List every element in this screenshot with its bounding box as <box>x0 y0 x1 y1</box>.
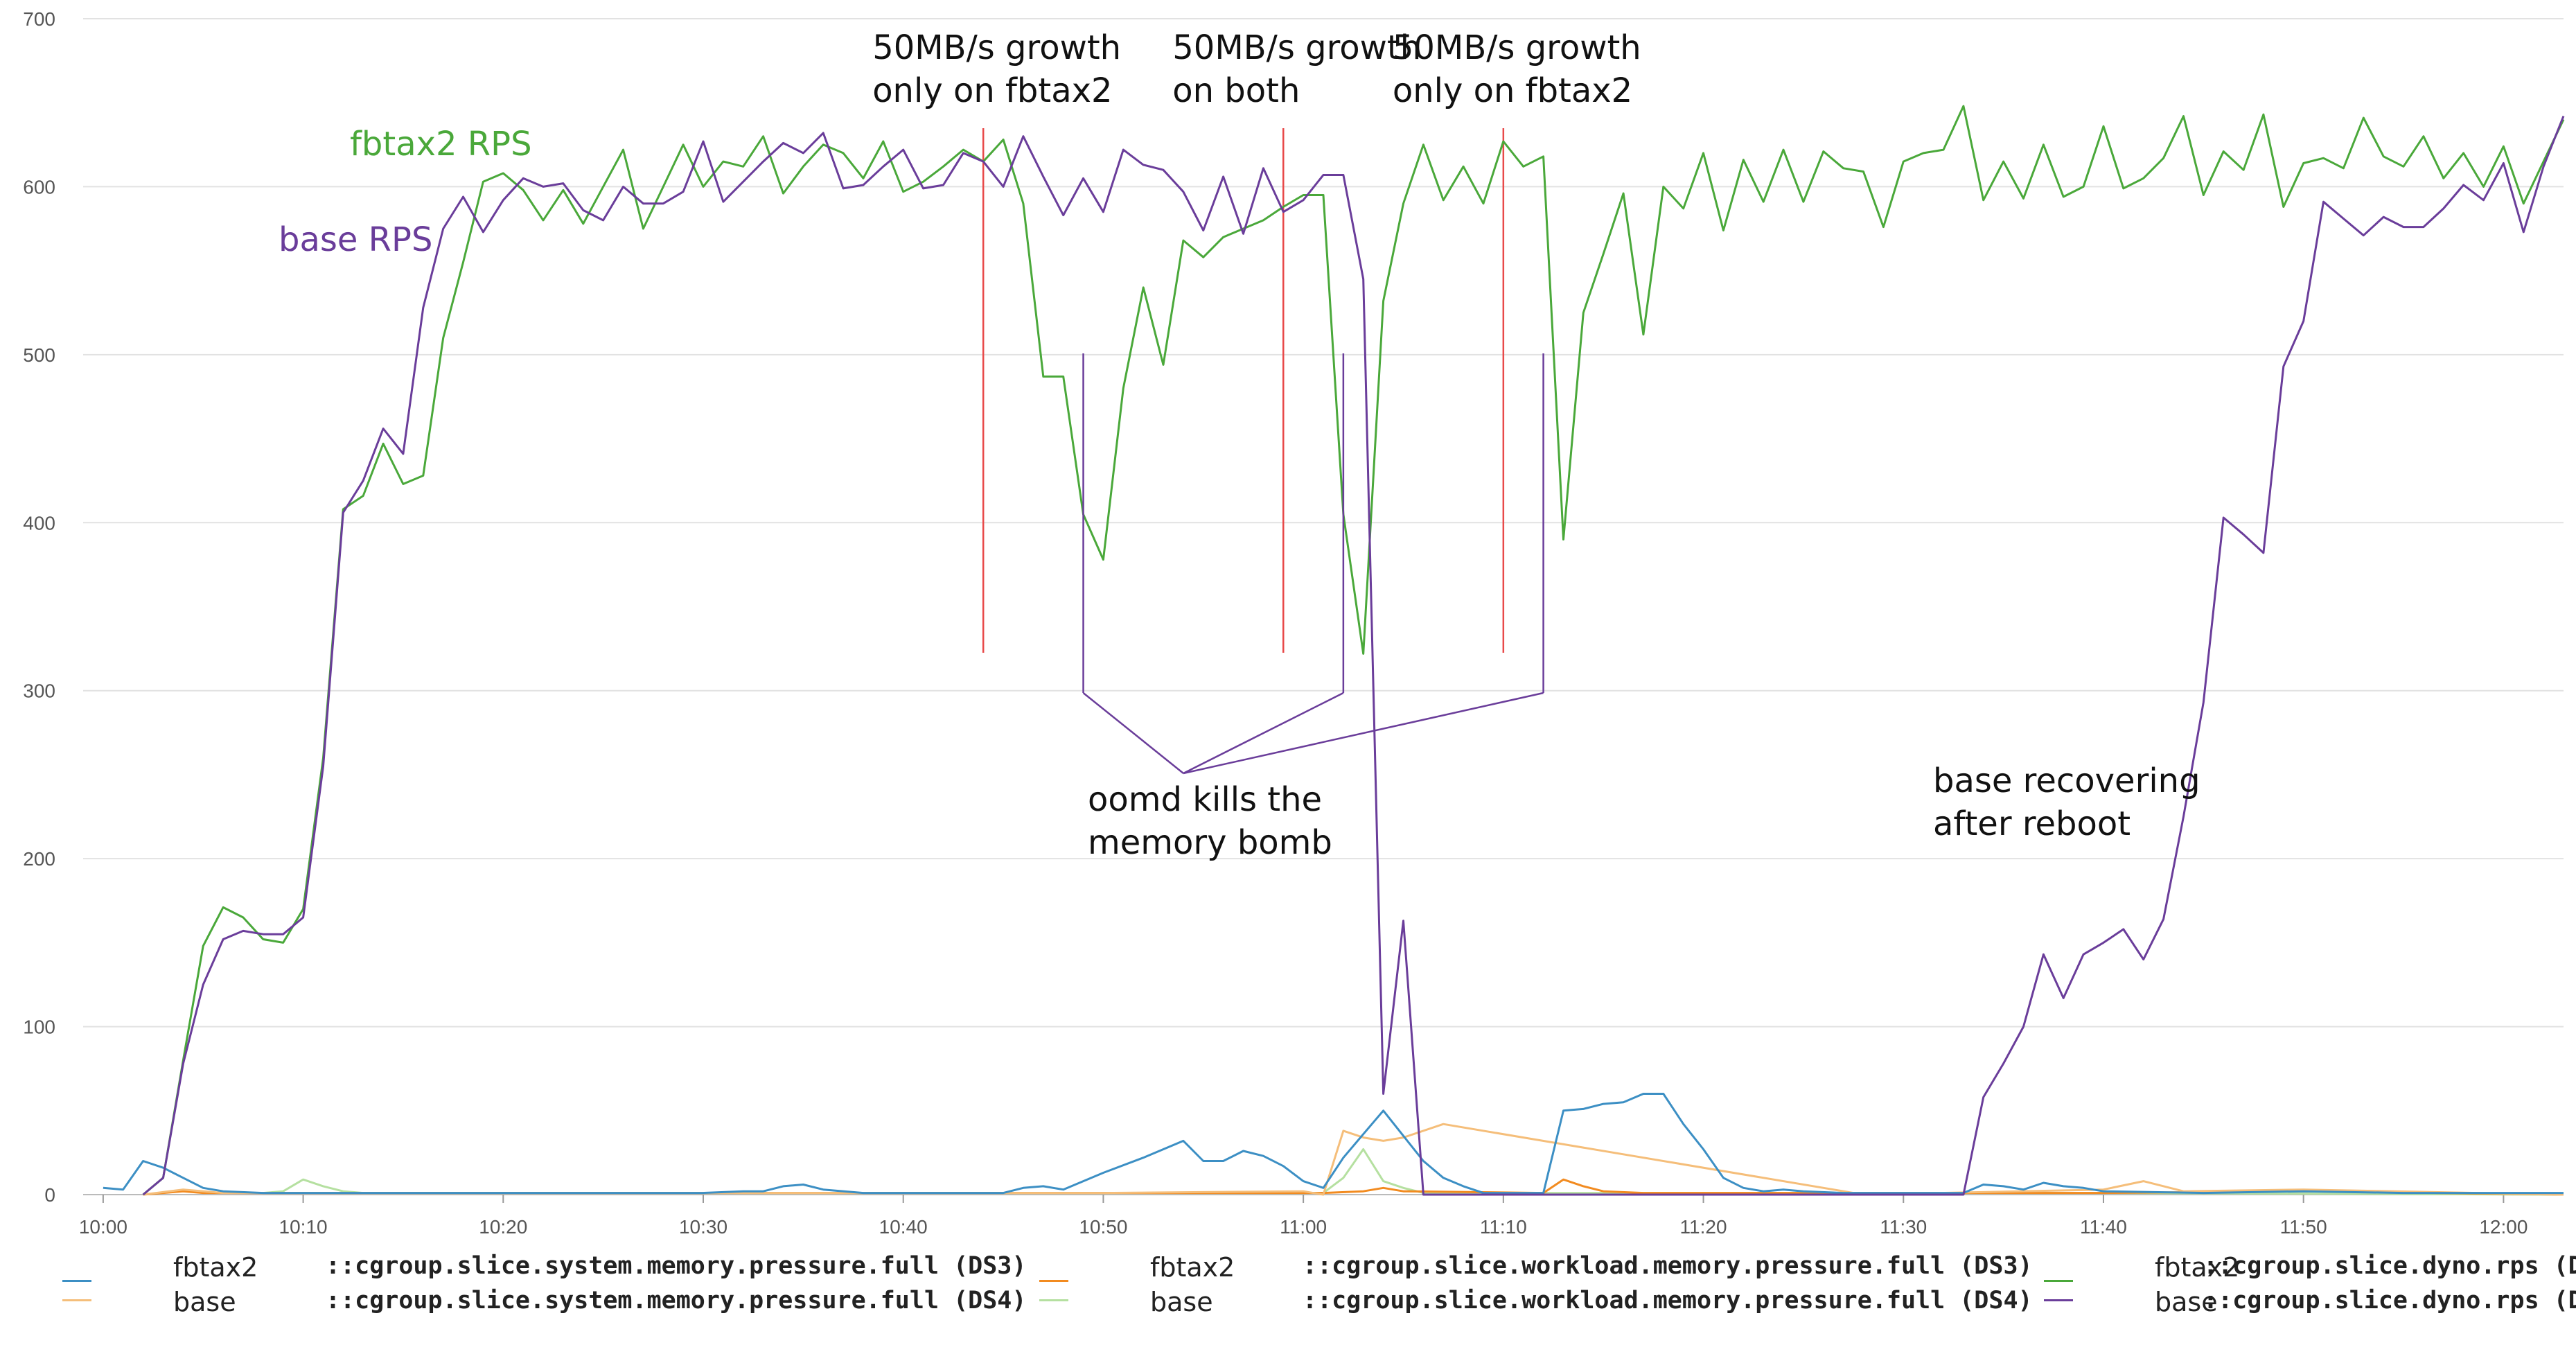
series-line-base-3 <box>143 1123 2564 1196</box>
x-tick-label: 10:40 <box>879 1216 928 1238</box>
recover-note-label: after reboot <box>1933 804 2131 843</box>
kill-bracket-line <box>1183 692 1344 775</box>
event-label: 50MB/s growth <box>1172 28 1421 67</box>
x-tick-label: 11:40 <box>2080 1216 2127 1238</box>
legend-swatch <box>2044 1280 2073 1282</box>
x-tick-label: 11:10 <box>1480 1216 1527 1238</box>
y-tick-label: 100 <box>23 1017 55 1038</box>
legend-metric: ::cgroup.slice.system.memory.pressure.fu… <box>326 1287 1027 1314</box>
y-tick-label: 600 <box>23 176 55 197</box>
x-tick-label: 10:20 <box>479 1216 527 1238</box>
y-axis-ticks: 0 100 200 300 400 500 600 700 <box>23 8 55 1206</box>
event-label: only on fbtax2 <box>872 71 1112 110</box>
legend-swatch <box>62 1299 91 1301</box>
y-tick-label: 500 <box>23 344 55 366</box>
legend-host: base <box>1150 1287 1213 1317</box>
legend-metric: ::cgroup.slice.system.memory.pressure.fu… <box>326 1252 1027 1280</box>
event-label: 50MB/s growth <box>1393 28 1641 67</box>
event-label: 50MB/s growth <box>872 28 1121 67</box>
legend-swatch <box>2044 1299 2073 1301</box>
series-label: fbtax2 RPS <box>350 125 532 164</box>
x-tick-label: 11:50 <box>2280 1216 2327 1238</box>
x-tick-label: 10:10 <box>279 1216 328 1238</box>
x-tick-label: 11:20 <box>1680 1216 1727 1238</box>
legend-metric: ::cgroup.slice.dyno.rps (DS3) <box>2203 1252 2576 1280</box>
legend-host: fbtax2 <box>173 1252 258 1283</box>
event-markers <box>982 128 1505 653</box>
series-line-base-5 <box>263 1148 2564 1196</box>
kill-bracket-line <box>1082 692 1184 774</box>
y-tick-label: 200 <box>23 848 55 870</box>
kill-bracket-line <box>1183 692 1544 775</box>
annotations: 50MB/s growth only on fbtax2 50MB/s growth… <box>279 28 2200 862</box>
series-label: base RPS <box>279 220 432 259</box>
x-tick-label: 10:50 <box>1079 1216 1127 1238</box>
series-line-fbtax2-2 <box>103 1093 2564 1195</box>
legend-host: fbtax2 <box>2155 1252 2240 1283</box>
event-label: only on fbtax2 <box>1393 71 1632 110</box>
recover-note-label: base recovering <box>1933 762 2200 800</box>
legend-metric: ::cgroup.slice.dyno.rps (DS4) <box>2203 1287 2576 1314</box>
series-lines <box>103 105 2565 1196</box>
x-tick-label: 11:30 <box>1880 1216 1927 1238</box>
x-tick-label: 10:30 <box>679 1216 727 1238</box>
grid <box>83 18 2564 1195</box>
series-line-base-1 <box>142 116 2565 1196</box>
x-tick-label: 10:00 <box>79 1216 127 1238</box>
x-tick-label: 12:00 <box>2479 1216 2528 1238</box>
y-tick-label: 0 <box>44 1184 55 1206</box>
legend: fbtax2::cgroup.slice.system.memory.press… <box>0 1251 2576 1334</box>
legend-swatch <box>1039 1299 1068 1301</box>
y-tick-label: 300 <box>23 680 55 702</box>
legend-metric: ::cgroup.slice.workload.memory.pressure.… <box>1303 1287 2033 1314</box>
kill-note-label: memory bomb <box>1088 823 1332 862</box>
event-label: on both <box>1172 71 1300 110</box>
kill-note-label: oomd kills the <box>1088 780 1322 819</box>
legend-swatch <box>1039 1280 1068 1282</box>
y-tick-label: 700 <box>23 8 55 30</box>
legend-metric: ::cgroup.slice.workload.memory.pressure.… <box>1303 1252 2033 1280</box>
series-line-fbtax2-0 <box>142 105 2565 1196</box>
legend-host: fbtax2 <box>1150 1252 1235 1283</box>
legend-host: base <box>173 1287 236 1317</box>
x-tick-label: 11:00 <box>1280 1216 1327 1238</box>
legend-swatch <box>62 1280 91 1282</box>
x-axis-ticks: 10:00 10:10 10:20 10:30 10:40 10:50 11:00 11:10… <box>79 1195 2528 1238</box>
y-tick-label: 400 <box>23 512 55 534</box>
legend-host: base <box>2155 1287 2218 1317</box>
